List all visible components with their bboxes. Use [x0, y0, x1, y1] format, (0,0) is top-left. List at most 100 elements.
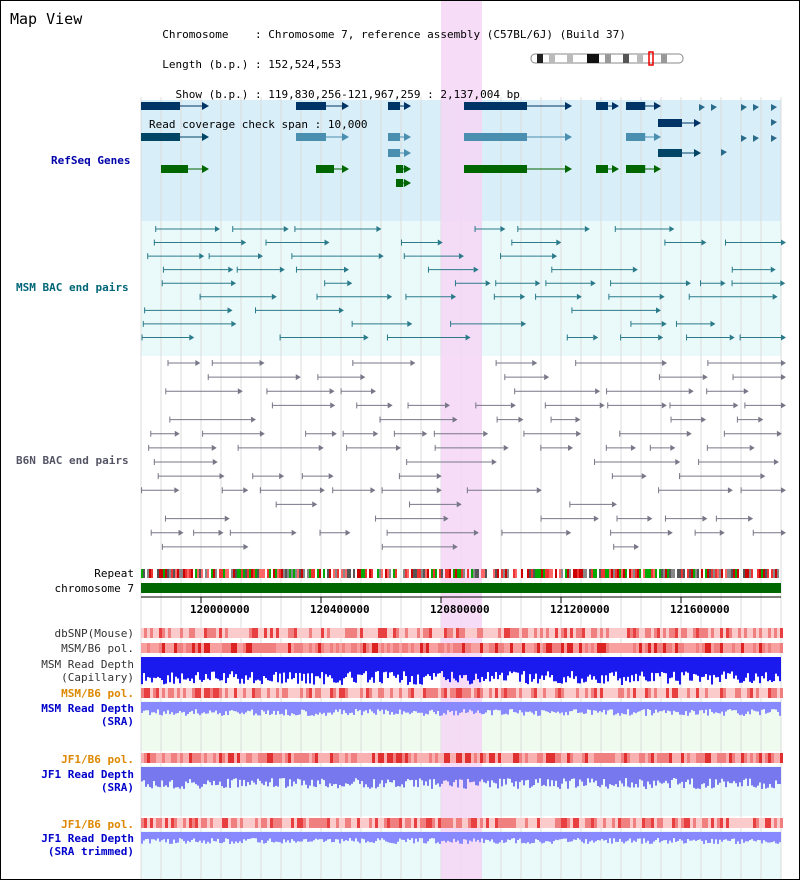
jf1-read-depth-trimmed-bar — [487, 832, 489, 840]
jf1-b6-pol-trimmed-strip — [510, 818, 513, 828]
msm-read-depth-capillary-bar — [735, 657, 737, 676]
msm-read-depth-capillary-bar — [711, 657, 713, 685]
repeat-mark — [413, 569, 415, 578]
dbsnp-strip — [735, 628, 738, 638]
dbsnp-strip — [501, 628, 504, 638]
msm-b6-pol-strip — [339, 643, 342, 653]
msm-read-depth-capillary-bar — [241, 657, 243, 679]
jf1-b6-pol-strip — [477, 753, 480, 763]
jf1-read-depth-trimmed-bar — [351, 832, 353, 841]
msm-read-depth-sra-bar — [779, 702, 781, 716]
jf1-read-depth-trimmed-bar — [391, 832, 393, 844]
msm-b6-pol-strip — [276, 643, 279, 653]
jf1-b6-pol-trimmed-strip — [150, 818, 153, 828]
msm-b6-pol-strip — [201, 643, 204, 653]
msm-bac-pair — [659, 293, 665, 300]
repeat-mark — [267, 569, 269, 578]
dbsnp-strip — [144, 628, 147, 638]
msm-b6-pol-sra-strip — [681, 688, 684, 698]
msm-bac-pair — [780, 280, 786, 287]
repeat-mark — [647, 569, 649, 578]
ideogram-band — [567, 54, 573, 63]
track-label-b6n-bac[interactable]: B6N BAC end pairs — [16, 454, 129, 467]
jf1-b6-pol-trimmed-strip — [234, 818, 237, 828]
track-label-refseq-genes[interactable]: RefSeq Genes — [51, 154, 131, 167]
msm-read-depth-capillary-bar — [679, 657, 681, 685]
jf1-read-depth-trimmed-bar — [503, 832, 505, 844]
jf1-read-depth-trimmed-bar — [545, 832, 547, 842]
jf1-read-depth-bar — [571, 767, 573, 779]
b6n-bac-pair — [211, 444, 217, 451]
msm-b6-pol-strip — [162, 643, 165, 653]
jf1-read-depth-trimmed-bar — [493, 832, 495, 843]
msm-read-depth-sra-bar — [693, 702, 695, 712]
msm-read-depth-capillary-bar — [481, 657, 483, 677]
msm-b6-pol-strip — [654, 643, 657, 653]
dbsnp-strip — [750, 628, 753, 638]
msm-read-depth-sra-bar — [213, 702, 215, 713]
jf1-read-depth-bar — [777, 767, 779, 785]
msm-read-depth-capillary-bar — [631, 657, 633, 676]
repeat-mark — [649, 569, 651, 578]
b6n-bac-pair — [279, 473, 285, 480]
dbsnp-strip — [762, 628, 765, 638]
dbsnp-strip — [225, 628, 228, 638]
msm-b6-pol-strip — [591, 643, 594, 653]
jf1-read-depth-bar — [383, 767, 385, 788]
jf1-b6-pol-strip — [693, 753, 696, 763]
jf1-b6-pol-trimmed-strip — [180, 818, 183, 828]
jf1-read-depth-bar — [695, 767, 697, 789]
msm-read-depth-capillary-bar — [349, 657, 351, 672]
repeat-mark — [323, 569, 325, 578]
msm-read-depth-sra-bar — [773, 702, 775, 710]
dbsnp-strip — [423, 628, 426, 638]
repeat-mark — [371, 569, 373, 578]
msm-read-depth-capillary-bar — [565, 657, 567, 683]
dbsnp-strip — [549, 628, 552, 638]
msm-b6-pol-sra-strip — [525, 688, 528, 698]
msm-read-depth-capillary-bar — [185, 657, 187, 680]
jf1-read-depth-bar — [657, 767, 659, 781]
jf1-b6-pol-strip — [213, 753, 216, 763]
jf1-read-depth-bar — [609, 767, 611, 785]
jf1-read-depth-bar — [449, 767, 451, 786]
msm-b6-pol-sra-strip — [570, 688, 573, 698]
jf1-read-depth-trimmed-bar — [569, 832, 571, 842]
jf1-b6-pol-strip — [174, 753, 177, 763]
dbsnp-strip — [381, 628, 384, 638]
msm-read-depth-capillary-bar — [621, 657, 623, 685]
jf1-read-depth-bar — [473, 767, 475, 782]
jf1-b6-pol-strip — [771, 753, 774, 763]
msm-read-depth-capillary-bar — [369, 657, 371, 680]
track-label-msm-bac[interactable]: MSM BAC end pairs — [16, 281, 129, 294]
msm-b6-pol-strip — [636, 643, 639, 653]
jf1-read-depth-bar — [677, 767, 679, 785]
msm-b6-pol-strip — [531, 643, 534, 653]
repeat-mark — [591, 569, 593, 578]
jf1-b6-pol-trimmed-strip — [276, 818, 279, 828]
msm-read-depth-capillary-bar — [753, 657, 755, 681]
jf1-read-depth-trimmed-bar — [491, 832, 493, 840]
dbsnp-strip — [444, 628, 447, 638]
msm-read-depth-sra-bar — [399, 702, 401, 710]
msm-read-depth-sra-bar — [617, 702, 619, 714]
msm-b6-pol-sra-strip — [402, 688, 405, 698]
jf1-b6-pol-trimmed-strip — [459, 818, 462, 828]
jf1-b6-pol-strip — [720, 753, 723, 763]
repeat-mark — [255, 569, 257, 578]
jf1-b6-pol-strip — [639, 753, 642, 763]
b6n-bac-pair — [686, 430, 692, 437]
msm-b6-pol-strip — [435, 643, 438, 653]
jf1-read-depth-trimmed-bar — [201, 832, 203, 843]
msm-read-depth-sra-bar — [583, 702, 585, 715]
dbsnp-strip — [417, 628, 420, 638]
msm-read-depth-sra-bar — [603, 702, 605, 710]
msm-read-depth-capillary-bar — [273, 657, 275, 675]
msm-b6-pol-sra-strip — [696, 688, 699, 698]
repeat-mark — [625, 569, 627, 578]
dbsnp-strip — [207, 628, 210, 638]
jf1-b6-pol-strip — [576, 753, 579, 763]
msm-b6-pol-strip — [513, 643, 516, 653]
msm-read-depth-capillary-bar — [415, 657, 417, 685]
